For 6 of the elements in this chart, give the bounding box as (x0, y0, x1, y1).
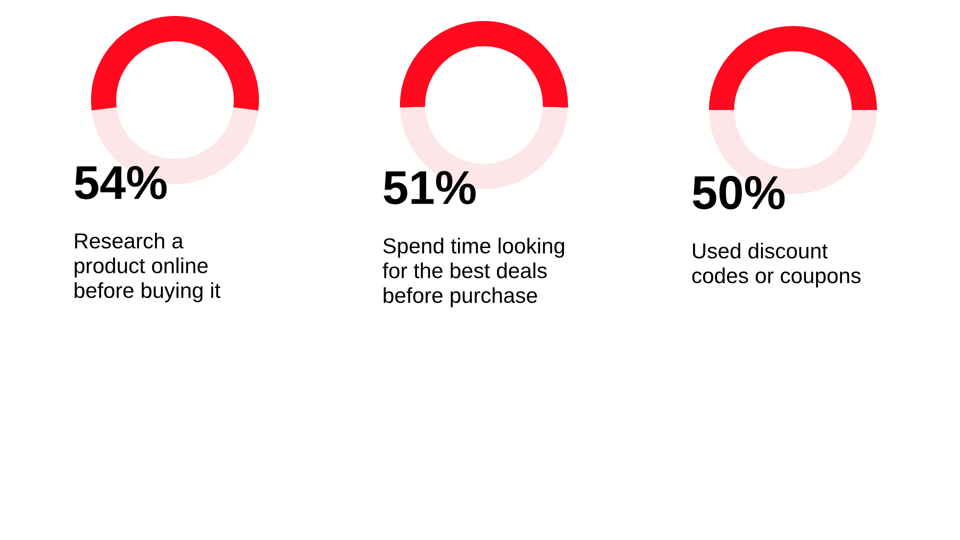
text: 50% (692, 176, 785, 210)
text: Used discount codes or coupons (692, 242, 861, 288)
text: 54% (74, 166, 167, 200)
text: Research a product online before buying it (74, 232, 220, 302)
text: Spend time looking for the best deals before purchase (382, 238, 564, 308)
text: 51% (384, 171, 476, 204)
